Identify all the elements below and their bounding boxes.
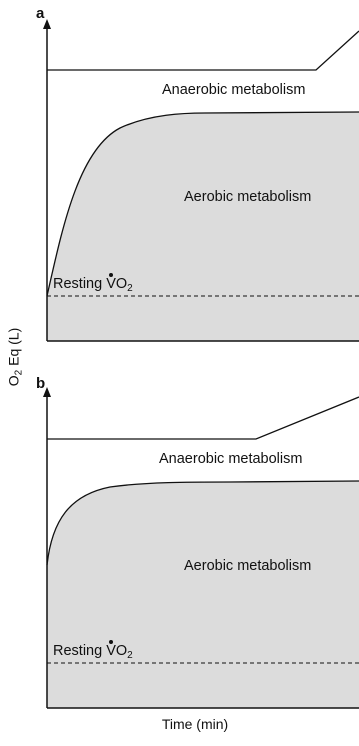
x-axis-label: Time (min) [161, 716, 229, 732]
panel-a-aerobic-label: Aerobic metabolism [184, 189, 312, 205]
panel-a-aerobic-area [47, 112, 359, 341]
panel-a-resting-v: V [106, 273, 116, 292]
panel-b-demand-line [47, 396, 359, 440]
panel-a-resting-o: O [115, 276, 128, 292]
y-axis-label-main: O [5, 375, 22, 387]
panel-b-letter: b [36, 375, 46, 392]
y-axis-label: O2 Eq (L) [6, 328, 25, 386]
panel-a-anaerobic-label: Anaerobic metabolism [162, 82, 306, 98]
panel-b-aerobic-label: Aerobic metabolism [184, 558, 312, 574]
panel-a-aerobic-curve [46, 111, 359, 297]
panel-b-resting-sub: 2 [127, 650, 133, 661]
y-axis-label-sub: 2 [13, 369, 25, 376]
panel-a-resting-prefix: Resting [53, 276, 107, 292]
panel-a-resting-sub: 2 [127, 283, 133, 294]
panel-b-resting-o: O [115, 643, 128, 659]
panel-a-demand-line [47, 30, 359, 71]
panel-b-resting-label: Resting VO2 [53, 640, 133, 661]
panel-b-anaerobic-label: Anaerobic metabolism [159, 451, 303, 467]
y-axis-label-rest: Eq (L) [5, 327, 22, 370]
panel-b-aerobic-curve [46, 480, 359, 566]
panel-a-letter: a [36, 5, 45, 22]
panel-a-resting-label: Resting VO2 [53, 273, 133, 294]
panel-b-resting-v: V [106, 640, 116, 659]
panel-b-aerobic-area [47, 481, 359, 708]
panel-b-resting-prefix: Resting [53, 643, 107, 659]
